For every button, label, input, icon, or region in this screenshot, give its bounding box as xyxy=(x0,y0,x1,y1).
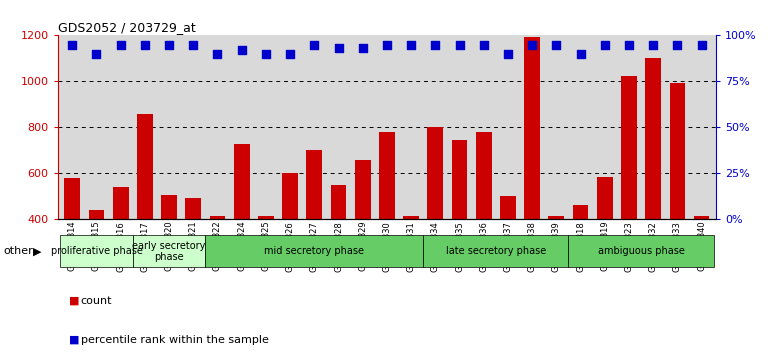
Bar xyxy=(597,177,613,219)
Bar xyxy=(621,76,637,219)
Bar xyxy=(113,187,129,219)
Point xyxy=(308,42,320,47)
Bar xyxy=(89,210,105,219)
Bar xyxy=(206,235,424,267)
Point xyxy=(90,51,102,57)
Point xyxy=(236,47,248,53)
Text: ▶: ▶ xyxy=(33,246,42,256)
Point xyxy=(187,42,199,47)
Point xyxy=(405,42,417,47)
Point xyxy=(454,42,466,47)
Bar xyxy=(645,58,661,219)
Bar xyxy=(258,216,274,219)
Point xyxy=(380,42,393,47)
Bar xyxy=(209,216,226,219)
Bar xyxy=(137,114,152,219)
Text: ■: ■ xyxy=(69,296,80,306)
Text: percentile rank within the sample: percentile rank within the sample xyxy=(81,335,269,345)
Bar xyxy=(524,36,540,219)
Text: ■: ■ xyxy=(69,335,80,345)
Text: GDS2052 / 203729_at: GDS2052 / 203729_at xyxy=(58,21,196,34)
Bar xyxy=(573,205,588,219)
Bar xyxy=(476,132,491,219)
Point xyxy=(623,42,635,47)
Text: ambiguous phase: ambiguous phase xyxy=(598,246,685,256)
Bar xyxy=(669,82,685,219)
Bar xyxy=(330,185,346,219)
Text: mid secretory phase: mid secretory phase xyxy=(264,246,364,256)
Point xyxy=(647,42,659,47)
Point xyxy=(139,42,151,47)
Bar xyxy=(694,216,709,219)
Bar xyxy=(186,198,201,219)
Bar xyxy=(568,235,714,267)
Bar xyxy=(132,235,206,267)
Text: other: other xyxy=(4,246,34,256)
Point xyxy=(163,42,176,47)
Text: early secretory
phase: early secretory phase xyxy=(132,240,206,262)
Point xyxy=(357,45,369,51)
Point xyxy=(671,42,684,47)
Text: proliferative phase: proliferative phase xyxy=(51,246,142,256)
Bar xyxy=(403,216,419,219)
Point xyxy=(574,51,587,57)
Bar xyxy=(283,173,298,219)
Point xyxy=(551,42,563,47)
Point xyxy=(695,42,708,47)
Bar xyxy=(427,127,444,219)
Point xyxy=(526,42,538,47)
Point xyxy=(333,45,345,51)
Point xyxy=(429,42,441,47)
Point xyxy=(477,42,490,47)
Text: count: count xyxy=(81,296,112,306)
Point xyxy=(284,51,296,57)
Bar xyxy=(60,235,132,267)
Bar xyxy=(355,160,370,219)
Point xyxy=(66,42,79,47)
Bar xyxy=(548,216,564,219)
Text: late secretory phase: late secretory phase xyxy=(446,246,546,256)
Bar xyxy=(500,196,516,219)
Point xyxy=(502,51,514,57)
Bar xyxy=(424,235,568,267)
Point xyxy=(115,42,127,47)
Bar xyxy=(234,143,249,219)
Bar xyxy=(65,178,80,219)
Bar xyxy=(161,195,177,219)
Point xyxy=(259,51,272,57)
Bar xyxy=(379,132,395,219)
Bar xyxy=(306,150,322,219)
Point xyxy=(211,51,223,57)
Point xyxy=(598,42,611,47)
Bar xyxy=(452,140,467,219)
